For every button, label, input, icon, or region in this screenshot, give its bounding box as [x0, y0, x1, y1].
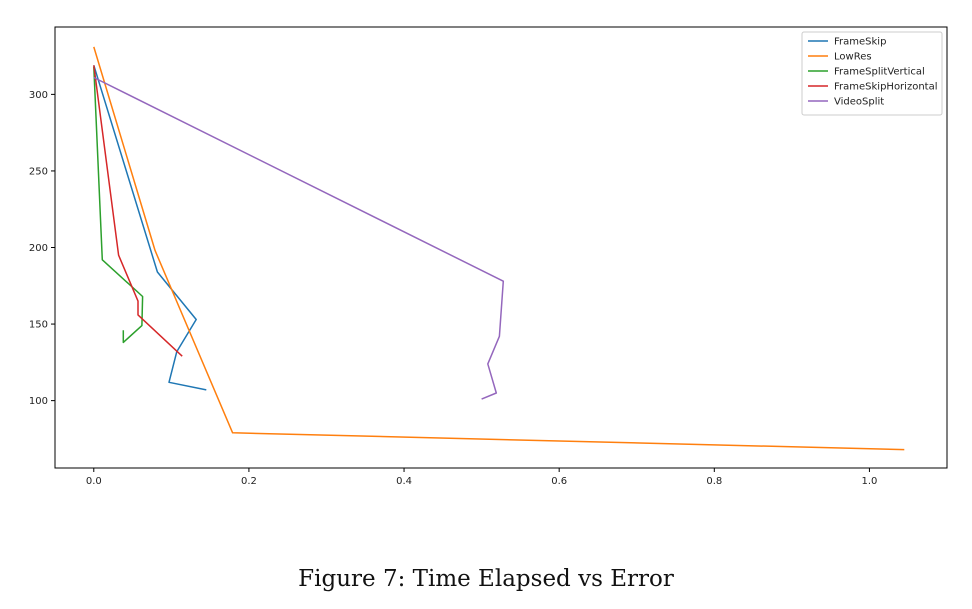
series-layer	[93, 46, 905, 451]
y-tick-label: 200	[29, 243, 48, 254]
x-tick-label: 0.4	[396, 476, 412, 487]
y-tick-label: 150	[29, 320, 48, 331]
y-axis: 100 150 200 250 300	[29, 90, 55, 407]
x-axis: 0.0 0.2 0.4 0.6 0.8 1.0	[86, 468, 877, 487]
legend-label: FrameSplitVertical	[834, 67, 925, 78]
legend-label: FrameSkipHorizontal	[834, 82, 937, 93]
series-line-frame-split-vertical	[93, 66, 144, 344]
series-line-low-res	[93, 46, 905, 451]
x-tick-label: 1.0	[861, 476, 877, 487]
legend-label: LowRes	[834, 52, 872, 63]
x-tick-label: 0.2	[241, 476, 257, 487]
series-line-frame-skip-horizontal	[93, 65, 183, 357]
y-tick-label: 250	[29, 166, 48, 177]
x-tick-label: 0.8	[706, 476, 722, 487]
legend-label: FrameSkip	[834, 37, 886, 48]
legend: FrameSkip LowRes FrameSplitVertical FrameSk…	[801, 31, 943, 116]
y-tick-label: 100	[29, 396, 48, 407]
series-line-video-split	[93, 76, 505, 400]
line-chart: 0.0 0.2 0.4 0.6 0.8 1.0 100 150 200 250 300 Frame…	[29, 26, 948, 487]
figure-caption: Figure 7: Time Elapsed vs Error	[298, 566, 674, 592]
legend-box	[801, 31, 943, 116]
x-tick-label: 0.0	[86, 476, 102, 487]
y-tick-label: 300	[29, 90, 48, 101]
legend-label: VideoSplit	[834, 97, 884, 108]
x-tick-label: 0.6	[551, 476, 567, 487]
series-line-frame-skip	[93, 65, 207, 391]
